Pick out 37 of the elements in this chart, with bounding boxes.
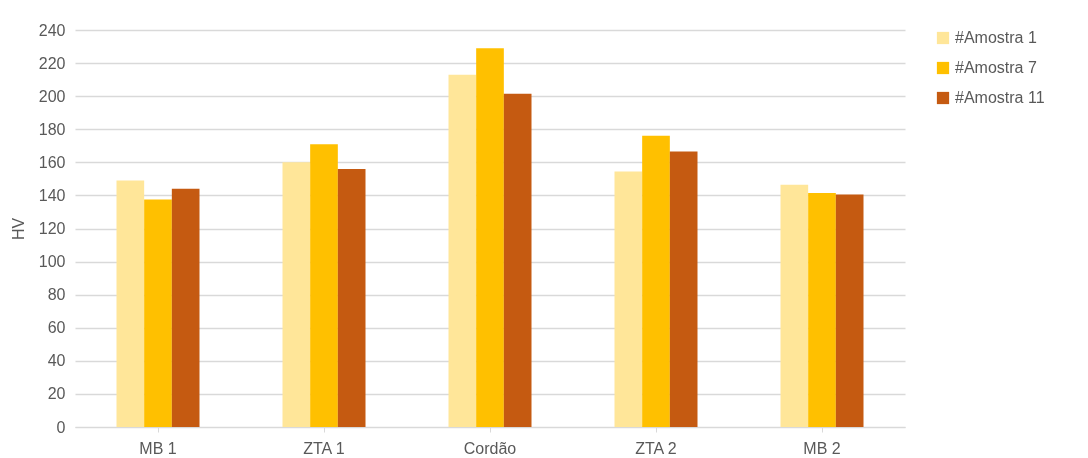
- bar: [780, 184, 809, 427]
- y-tick-label: 80: [47, 286, 66, 304]
- legend-label: #Amostra 7: [955, 59, 1037, 76]
- y-tick-label: 120: [38, 220, 66, 237]
- bar: [614, 171, 643, 427]
- y-tick-label: 240: [38, 21, 66, 39]
- bar: [171, 188, 200, 427]
- y-tick-label: 220: [38, 54, 66, 72]
- bar: [503, 93, 532, 427]
- y-tick-label: 40: [47, 352, 66, 370]
- x-tick-label: MB 1: [139, 439, 177, 457]
- bar: [808, 192, 836, 427]
- x-tick-label: ZTA 2: [635, 439, 677, 457]
- y-tick-label: 160: [38, 153, 66, 171]
- x-tick-label: ZTA 1: [303, 439, 345, 457]
- y-axis-title: HV: [9, 217, 27, 241]
- bar: [282, 162, 311, 427]
- x-tick-label: MB 2: [803, 439, 841, 457]
- y-tick-label: 0: [56, 418, 66, 436]
- y-tick-label: 60: [47, 319, 66, 337]
- bar: [669, 151, 698, 427]
- legend-label: #Amostra 11: [955, 89, 1045, 106]
- x-tick-label: Cordão: [463, 439, 517, 457]
- y-tick-label: 140: [38, 186, 66, 204]
- bar: [835, 194, 864, 427]
- bar: [337, 168, 366, 427]
- bar: [144, 199, 172, 427]
- bar: [476, 48, 504, 427]
- bar: [642, 135, 670, 427]
- y-tick-label: 20: [47, 385, 66, 403]
- bar: [310, 144, 338, 427]
- legend-label: #Amostra 1: [955, 29, 1037, 46]
- bar: [448, 74, 477, 427]
- y-tick-label: 100: [38, 253, 66, 271]
- bar: [116, 180, 145, 427]
- y-tick-label: 200: [38, 87, 66, 105]
- y-tick-label: 180: [38, 120, 66, 138]
